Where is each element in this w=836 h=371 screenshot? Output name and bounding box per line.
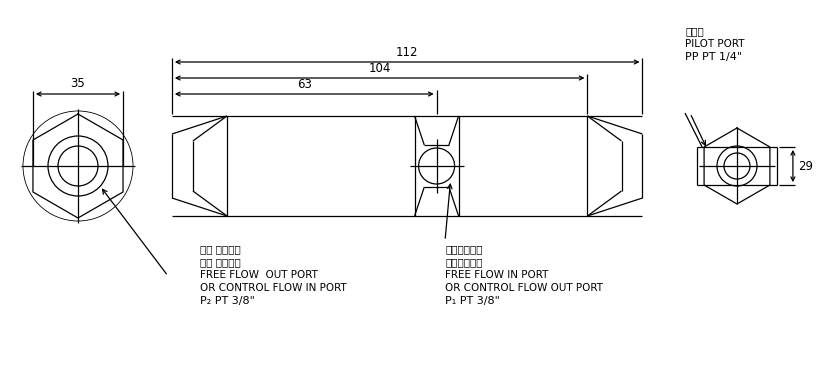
Text: 自由油流入口: 自由油流入口 bbox=[445, 244, 482, 254]
Text: 控制油流出口: 控制油流出口 bbox=[445, 257, 482, 267]
Text: FREE FLOW IN PORT: FREE FLOW IN PORT bbox=[445, 270, 548, 280]
Text: OR CONTROL FLOW OUT PORT: OR CONTROL FLOW OUT PORT bbox=[445, 283, 603, 293]
Text: OR CONTROL FLOW IN PORT: OR CONTROL FLOW IN PORT bbox=[200, 283, 347, 293]
Text: FREE FLOW  OUT PORT: FREE FLOW OUT PORT bbox=[200, 270, 318, 280]
Text: 104: 104 bbox=[369, 62, 391, 75]
Text: 自由 油流出口: 自由 油流出口 bbox=[200, 244, 241, 254]
Text: PP PT 1/4": PP PT 1/4" bbox=[685, 52, 742, 62]
Text: 引導口: 引導口 bbox=[685, 26, 704, 36]
Text: 控制 油流入口: 控制 油流入口 bbox=[200, 257, 241, 267]
Text: P₂ PT 3/8": P₂ PT 3/8" bbox=[200, 296, 255, 306]
Text: PILOT PORT: PILOT PORT bbox=[685, 39, 745, 49]
Text: P₁ PT 3/8": P₁ PT 3/8" bbox=[445, 296, 500, 306]
Text: 112: 112 bbox=[396, 46, 419, 59]
Text: 63: 63 bbox=[297, 78, 312, 91]
Text: 29: 29 bbox=[798, 160, 813, 173]
Text: 35: 35 bbox=[70, 77, 85, 90]
